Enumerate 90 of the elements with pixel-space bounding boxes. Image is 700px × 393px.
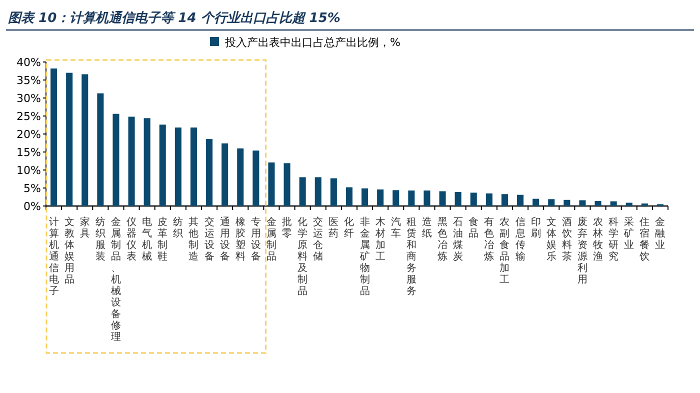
bar — [408, 190, 415, 206]
x-tick-label: 印刷 — [530, 216, 541, 240]
y-tick-label: 0% — [24, 200, 41, 213]
x-tick-label: 交运仓储 — [313, 216, 324, 262]
x-tick-label: 采矿业 — [623, 216, 634, 251]
y-tick-label: 25% — [16, 110, 41, 123]
x-tick-label: 科学研究 — [608, 216, 619, 262]
bar — [517, 194, 524, 206]
x-tick-label: 汽车 — [390, 216, 401, 240]
bar — [112, 114, 120, 206]
bar — [159, 124, 166, 206]
bar — [626, 202, 632, 206]
x-tick-label: 仪器仪表 — [126, 216, 137, 262]
bar — [392, 190, 400, 206]
x-tick-label: 电气机械 — [142, 216, 152, 262]
bar — [610, 201, 617, 206]
x-tick-label: 酒饮料茶 — [560, 216, 572, 262]
category-label: 金属制品、机械设备修理 — [110, 217, 121, 343]
x-tick-label: 农林牧渔 — [592, 217, 604, 262]
x-tick-label: 农副食品加工 — [500, 217, 510, 286]
bar — [128, 116, 135, 206]
x-tick-label: 批零 — [282, 216, 292, 240]
x-tick-label: 橡胶塑料 — [235, 216, 246, 262]
x-tick-label: 木材加工 — [374, 216, 386, 262]
y-tick-label: 15% — [16, 146, 41, 159]
bar — [377, 189, 384, 206]
bar — [454, 192, 462, 206]
x-tick-label: 金属制品 — [266, 216, 276, 262]
x-tick-label: 医药 — [328, 217, 339, 240]
x-tick-label: 造纸 — [422, 216, 432, 240]
x-tick-label: 文体娱乐 — [546, 216, 556, 262]
x-tick-label: 纺织 — [173, 216, 184, 240]
bar — [284, 163, 290, 206]
bar — [424, 190, 430, 206]
x-tick-label: 信息传输 — [514, 216, 526, 262]
bar — [362, 188, 368, 206]
x-tick-label: 其他制造 — [188, 216, 199, 262]
bar — [579, 200, 586, 206]
bar — [237, 148, 244, 206]
bar — [97, 93, 104, 206]
x-tick-label: 废弃资源利用 — [577, 216, 588, 286]
bar — [548, 199, 555, 206]
bar — [564, 200, 570, 206]
x-tick-label: 计算机通信电子 — [48, 216, 59, 297]
x-tick-label: 石油煤炭 — [453, 217, 464, 262]
bar — [50, 68, 58, 206]
bar — [222, 143, 228, 206]
chart-title: 图表 10：计算机通信电子等 14 个行业出口占比超 15% — [8, 10, 340, 26]
x-tick-label: 有色冶炼 — [484, 216, 494, 262]
bar — [330, 178, 337, 206]
x-tick-label: 交运设备 — [204, 216, 214, 262]
bar — [174, 128, 182, 206]
legend-label: 投入产出表中出口占总产出比例，% — [224, 36, 400, 49]
y-tick-label: 5% — [24, 182, 41, 195]
x-tick-label: 金融业 — [655, 216, 666, 251]
bar — [66, 72, 73, 206]
x-tick-label: 非金属矿物制品 — [358, 216, 370, 297]
bar — [144, 118, 150, 206]
x-tick-label: 租赁和商务服务 — [406, 217, 416, 297]
bar — [206, 139, 213, 206]
x-tick-label: 黑色冶炼 — [438, 217, 448, 262]
y-tick-label: 30% — [16, 92, 41, 105]
x-tick-label: 通用设备 — [220, 216, 230, 262]
bar — [532, 198, 540, 206]
bar — [190, 128, 197, 206]
x-tick-label: 住宿餐饮 — [638, 217, 650, 262]
x-tick-label: 专用设备 — [250, 216, 261, 262]
bar — [594, 200, 602, 206]
x-tick-label: 家具 — [80, 216, 90, 240]
bar — [641, 203, 648, 206]
bar — [470, 192, 477, 206]
x-tick-label: 化纤 — [344, 216, 354, 240]
bar — [82, 74, 88, 206]
bar — [314, 177, 322, 206]
bar — [486, 193, 492, 206]
bar — [346, 187, 352, 206]
y-tick-label: 35% — [16, 74, 41, 87]
y-tick-label: 10% — [16, 164, 41, 177]
bar — [268, 162, 275, 206]
bar — [299, 177, 306, 206]
x-tick-label: 皮革制鞋 — [158, 216, 168, 262]
x-tick-label: 纺织服装 — [95, 216, 106, 262]
x-tick-label: 化学原料及制品 — [298, 216, 308, 297]
bar — [252, 150, 260, 206]
x-tick-label: 文教体娱用品 — [64, 216, 74, 286]
x-tick-label: 食品 — [468, 216, 479, 240]
y-tick-label: 20% — [16, 128, 41, 141]
y-tick-label: 40% — [16, 56, 41, 69]
bar — [501, 194, 508, 206]
bar — [439, 191, 446, 206]
